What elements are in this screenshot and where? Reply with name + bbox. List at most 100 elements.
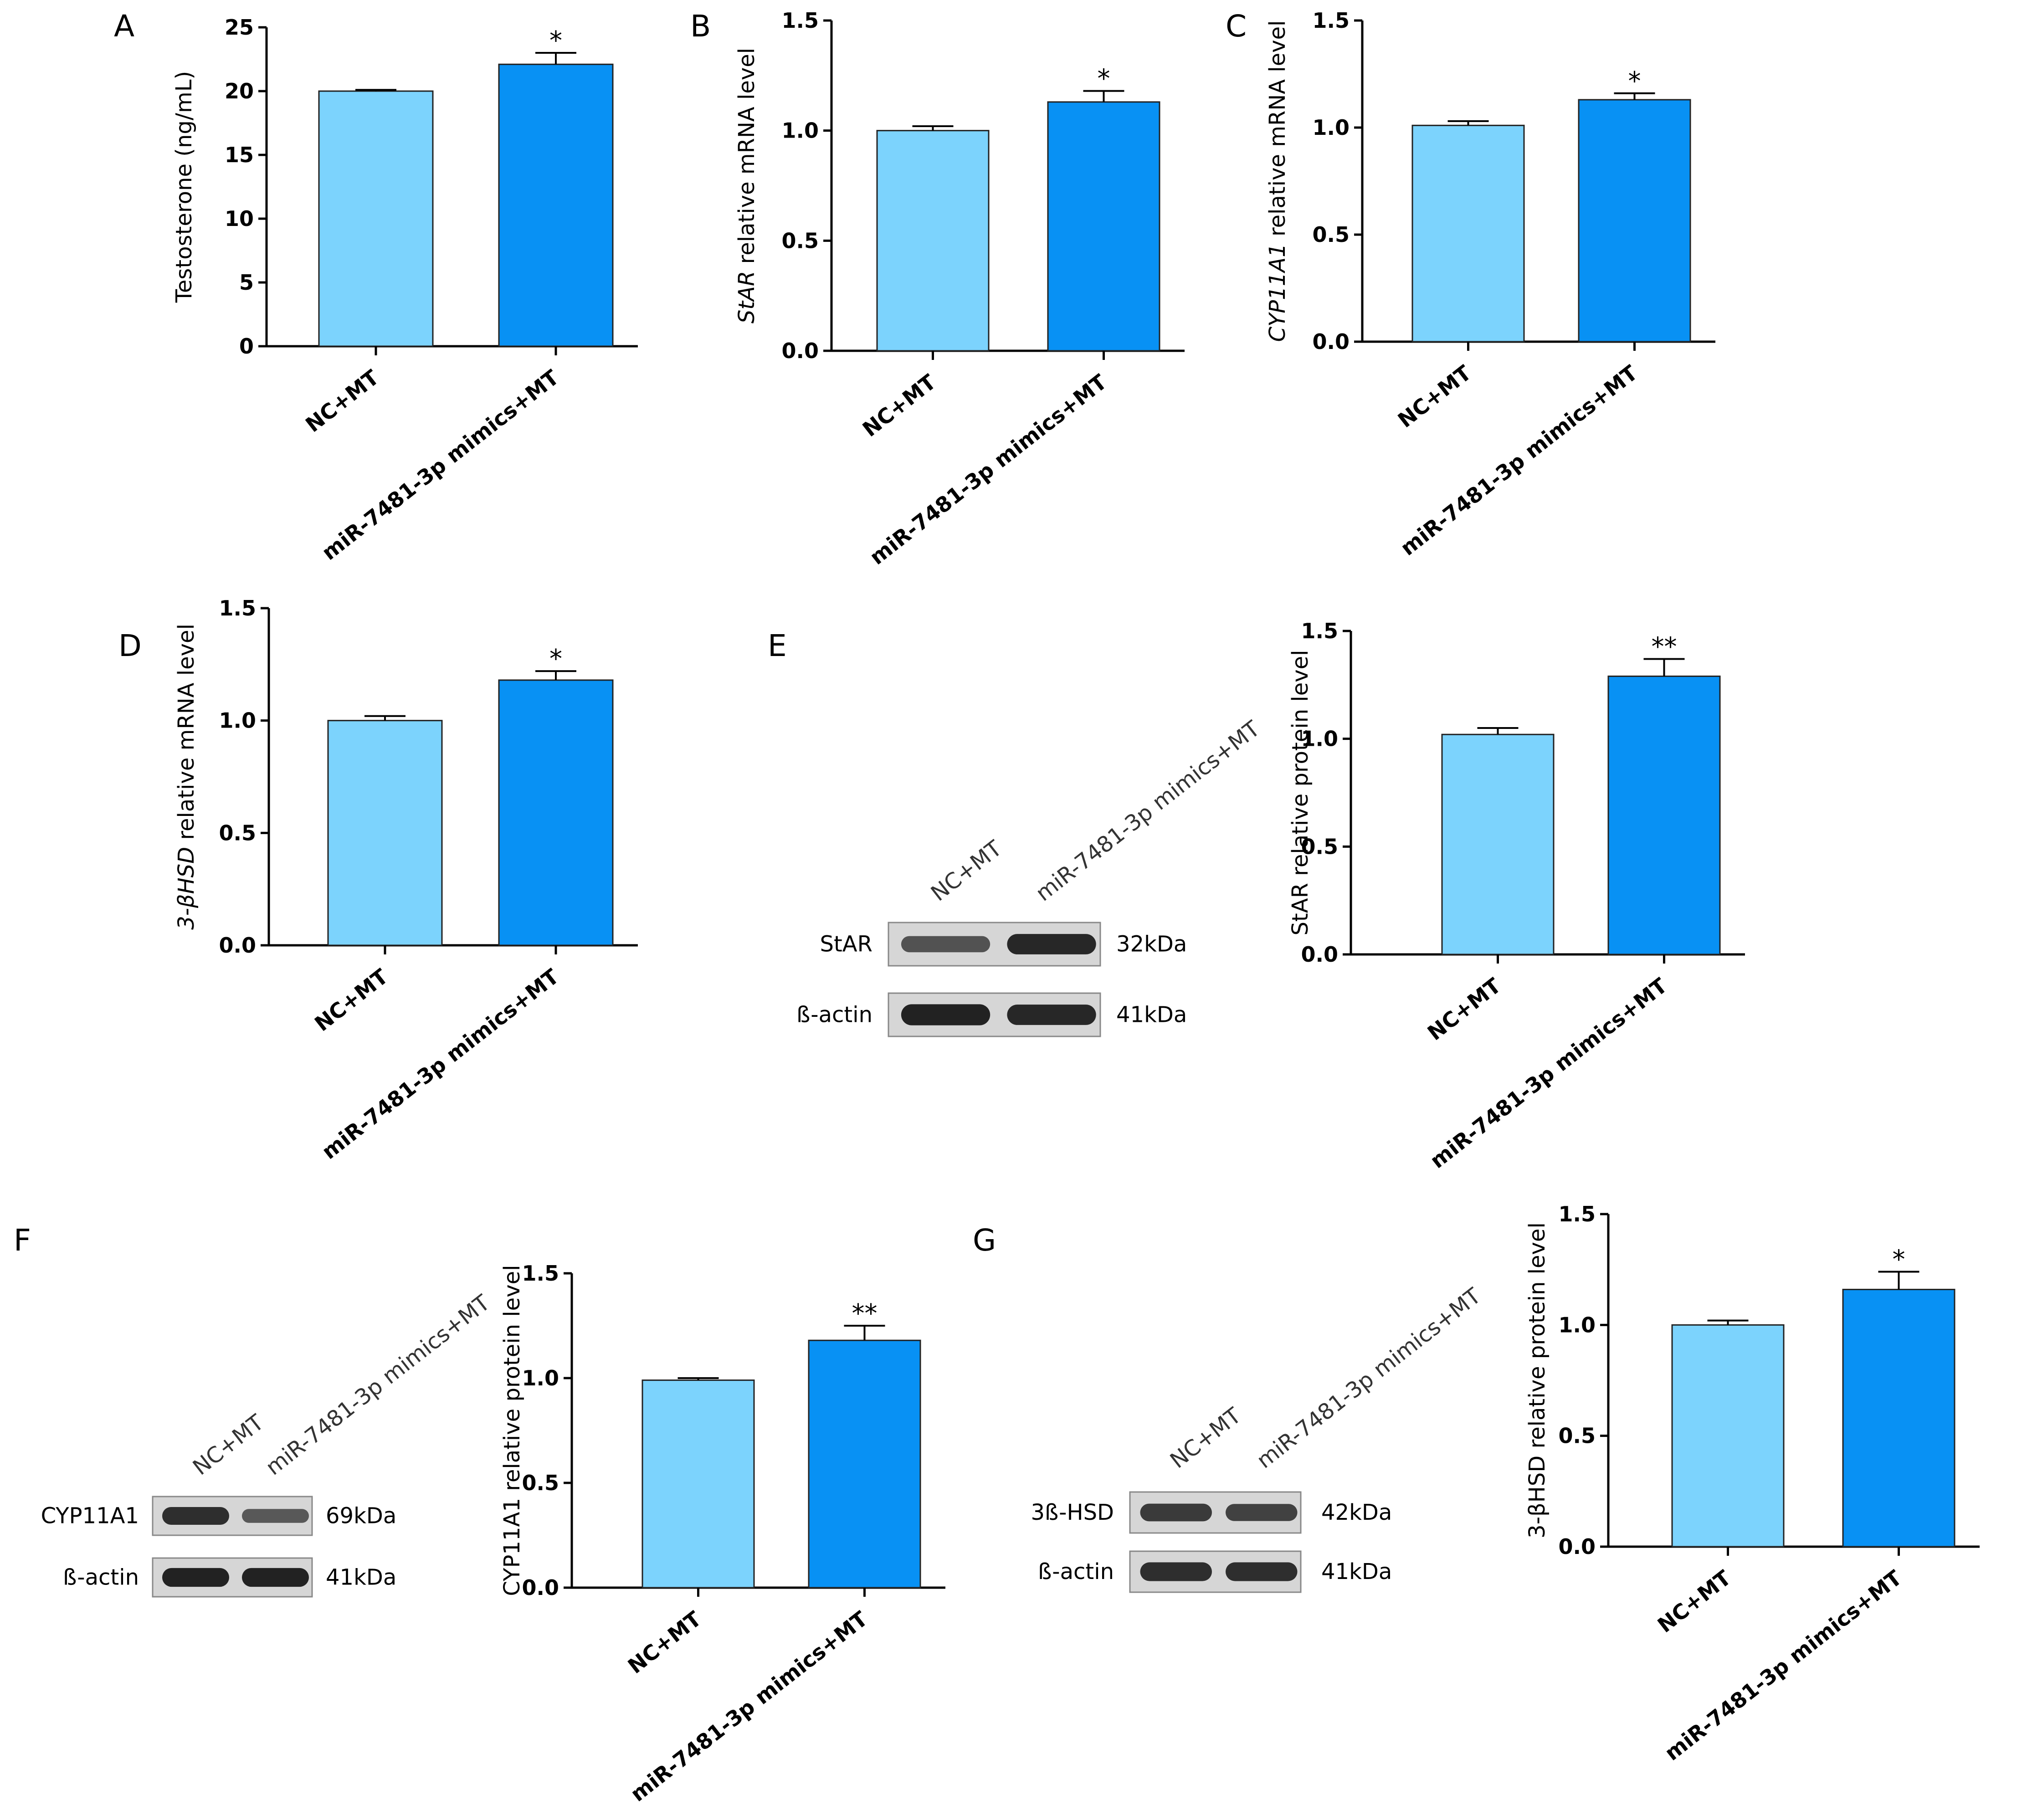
significance-marker: * xyxy=(549,26,562,56)
bar-control xyxy=(641,1379,755,1589)
y-tick-label: 0.5 xyxy=(219,820,257,845)
panel-letter-f: F xyxy=(14,1223,31,1258)
bar-control xyxy=(327,720,443,946)
bar-control xyxy=(1441,733,1555,955)
y-tick-label: 1.5 xyxy=(1313,8,1350,33)
y-axis-label-text: 3-βHSD relative protein level xyxy=(1524,1222,1550,1538)
blot-kda-label: 69kDa xyxy=(326,1503,396,1529)
bar-treatment xyxy=(498,63,614,347)
panel-letter-e: E xyxy=(768,628,787,663)
significance-marker: * xyxy=(549,644,562,674)
bar-control xyxy=(876,130,990,352)
significance-marker: * xyxy=(1098,64,1110,94)
blot-kda-label: 42kDa xyxy=(1321,1500,1392,1525)
y-axis-label: CYP11A1 relative mRNA level xyxy=(1265,20,1290,342)
y-axis-label-text: relative mRNA level xyxy=(174,624,199,847)
bar-control xyxy=(1411,124,1525,343)
y-tick-label: 0.0 xyxy=(1313,329,1350,354)
protein-band xyxy=(1226,1504,1298,1521)
blot-kda-label: 32kDa xyxy=(1116,932,1187,957)
y-tick-label: 0.5 xyxy=(782,228,819,253)
significance-marker: ** xyxy=(852,1299,878,1328)
panel-letter-a: A xyxy=(114,9,134,44)
blot-kda-label: 41kDa xyxy=(326,1565,396,1590)
y-tick-label: 1.5 xyxy=(1559,1202,1596,1226)
y-axis-label: 3-βHSD relative protein level xyxy=(1524,1222,1550,1538)
panel-letter-d: D xyxy=(118,628,142,663)
y-tick-label: 0.5 xyxy=(1301,834,1339,859)
significance-marker: * xyxy=(1628,67,1641,96)
protein-band xyxy=(1140,1503,1212,1522)
blot-protein-label: ß-actin xyxy=(796,1002,872,1028)
blot-kda-label: 41kDa xyxy=(1321,1559,1392,1584)
bar-control xyxy=(1671,1324,1785,1548)
y-tick-label: 0.5 xyxy=(1559,1424,1596,1448)
bar-treatment xyxy=(808,1339,921,1589)
panel-letter-g: G xyxy=(973,1223,996,1258)
panel-letter-b: B xyxy=(690,9,711,44)
y-tick-label: 1.0 xyxy=(1559,1312,1596,1337)
blot-protein-label: StAR xyxy=(820,932,872,957)
y-tick-label: 1.0 xyxy=(522,1366,559,1390)
y-tick-label: 0 xyxy=(239,334,254,359)
y-tick-label: 1.5 xyxy=(219,596,257,620)
bar-treatment xyxy=(1607,675,1721,955)
blot-protein-label: CYP11A1 xyxy=(41,1503,139,1529)
y-axis-label: 3-βHSD relative mRNA level xyxy=(174,624,199,930)
y-tick-label: 0.5 xyxy=(522,1471,559,1495)
protein-band xyxy=(1007,1005,1096,1025)
y-axis-label-text: CYP11A1 relative protein level xyxy=(499,1265,525,1596)
protein-band xyxy=(901,1004,990,1025)
protein-band xyxy=(1140,1562,1212,1581)
significance-marker: ** xyxy=(1652,632,1677,662)
y-tick-label: 0.5 xyxy=(1313,222,1350,247)
panel-letter-c: C xyxy=(1226,9,1247,44)
blot-protein-label: ß-actin xyxy=(1038,1559,1114,1584)
y-axis-label: StAR relative mRNA level xyxy=(734,48,760,323)
y-axis-label: StAR relative protein level xyxy=(1288,650,1313,935)
bar-treatment xyxy=(1578,99,1691,343)
protein-band xyxy=(901,936,990,953)
bar-treatment xyxy=(1842,1288,1955,1548)
protein-band xyxy=(242,1568,309,1587)
y-tick-label: 25 xyxy=(225,15,254,40)
bar-treatment xyxy=(498,679,614,946)
protein-band xyxy=(242,1509,309,1523)
y-axis-label: Testosterone (ng/mL) xyxy=(171,71,197,303)
y-tick-label: 15 xyxy=(225,143,254,167)
blot-protein-label: ß-actin xyxy=(63,1565,139,1590)
y-tick-label: 5 xyxy=(239,270,254,295)
y-axis-label-gene: StAR xyxy=(734,271,760,323)
protein-band xyxy=(162,1568,229,1587)
y-axis-label-text: StAR relative protein level xyxy=(1288,650,1313,935)
y-tick-label: 0.0 xyxy=(782,338,819,363)
y-axis-label-text: relative mRNA level xyxy=(734,48,760,271)
y-tick-label: 0.0 xyxy=(219,933,257,958)
y-axis-label-text: Testosterone (ng/mL) xyxy=(171,71,197,303)
blot-kda-label: 41kDa xyxy=(1116,1002,1187,1028)
y-tick-label: 1.5 xyxy=(782,8,819,33)
y-tick-label: 1.5 xyxy=(522,1261,559,1286)
y-axis-label-gene: 3-βHSD xyxy=(174,847,199,930)
y-axis-label-text: relative mRNA level xyxy=(1265,20,1290,243)
y-tick-label: 20 xyxy=(225,79,254,103)
y-axis-label-gene: CYP11A1 xyxy=(1265,243,1290,342)
bar-treatment xyxy=(1047,101,1160,352)
y-tick-label: 1.0 xyxy=(219,708,257,733)
y-tick-label: 1.0 xyxy=(782,118,819,143)
y-tick-label: 10 xyxy=(225,206,254,231)
blot-protein-label: 3ß-HSD xyxy=(1031,1500,1114,1525)
bar-control xyxy=(318,90,434,347)
y-tick-label: 1.0 xyxy=(1301,727,1339,751)
y-axis-label: CYP11A1 relative protein level xyxy=(499,1265,525,1596)
significance-marker: * xyxy=(1893,1245,1905,1275)
y-tick-label: 0.0 xyxy=(1559,1534,1596,1559)
y-tick-label: 1.5 xyxy=(1301,619,1339,643)
protein-band xyxy=(1007,934,1096,954)
y-tick-label: 0.0 xyxy=(522,1575,559,1600)
protein-band xyxy=(1226,1562,1298,1581)
y-tick-label: 0.0 xyxy=(1301,942,1339,967)
y-tick-label: 1.0 xyxy=(1313,115,1350,140)
protein-band xyxy=(162,1507,229,1525)
